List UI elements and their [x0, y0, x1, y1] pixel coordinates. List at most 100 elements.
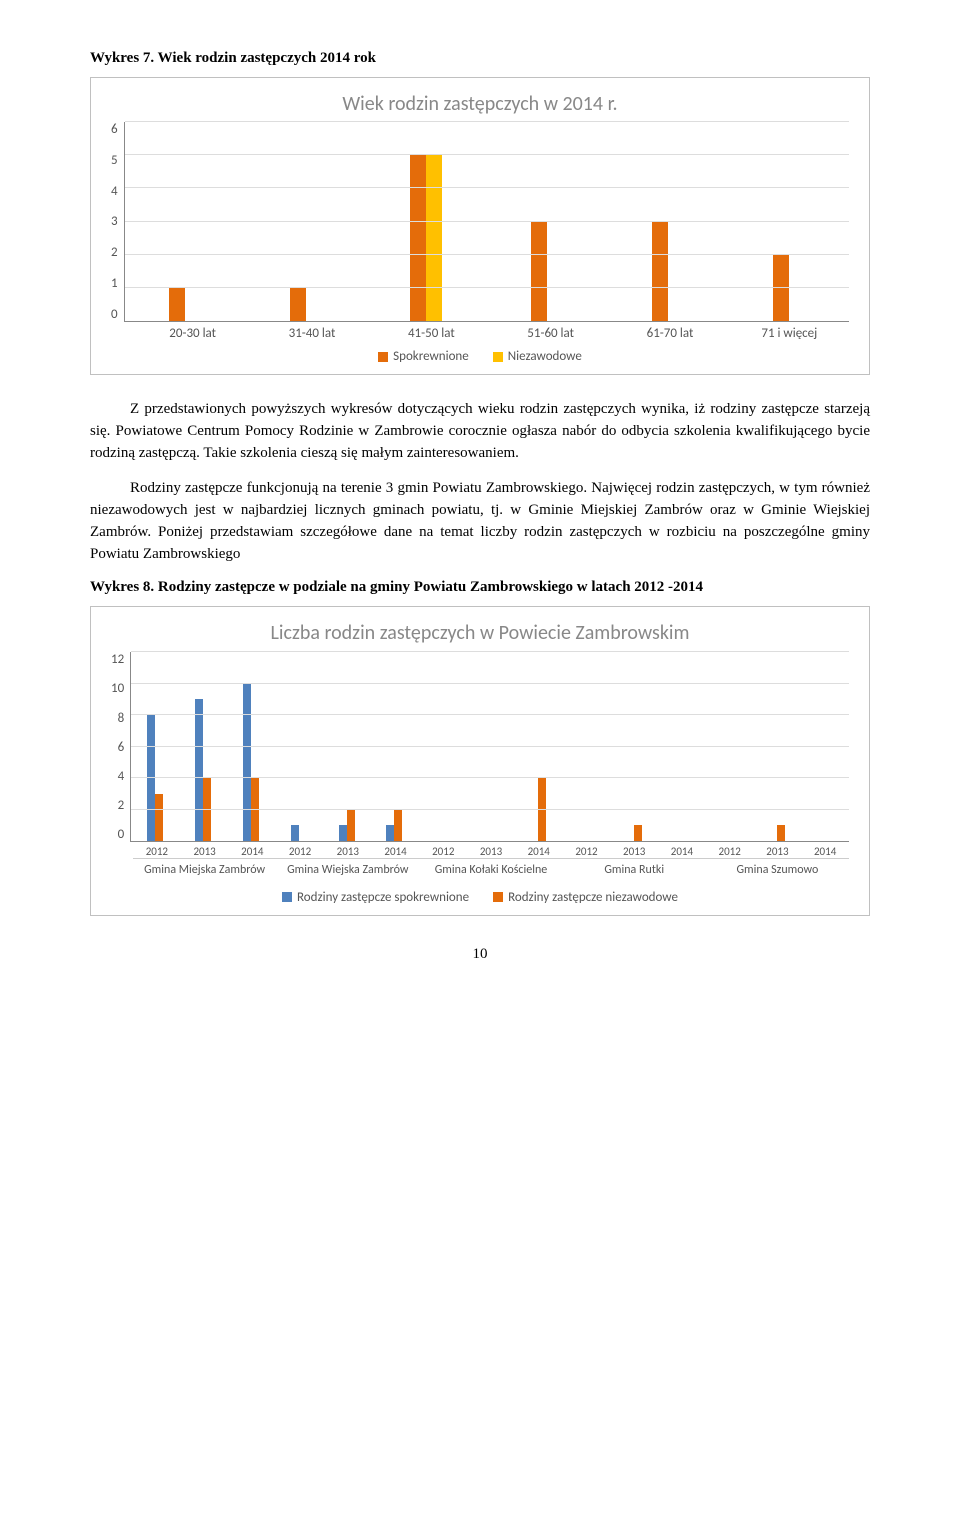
chart-1-bar-group — [608, 122, 729, 321]
chart-1-gridline — [125, 221, 849, 222]
chart-2-bar-group — [275, 652, 323, 841]
chart-2-year-label: 2014 — [228, 842, 276, 858]
chart-2-bar-group — [179, 652, 227, 841]
chart-1-container: Wiek rodzin zastępczych w 2014 r. 654321… — [90, 77, 870, 375]
chart-1-bar — [652, 221, 668, 321]
chart-2-bar-group — [466, 652, 514, 841]
chart-2-gmina-label: Gmina Szumowo — [706, 858, 849, 881]
legend-label: Rodziny zastępcze niezawodowe — [508, 890, 678, 905]
chart-2-y-tick: 8 — [118, 711, 125, 726]
chart-1-x-label: 41-50 lat — [372, 322, 491, 341]
chart-1-y-tick: 6 — [111, 122, 118, 137]
chart-1-bar — [290, 288, 306, 321]
chart-1-x-label: 71 i więcej — [730, 322, 849, 341]
chart-2-y-tick: 4 — [118, 769, 125, 784]
chart-1-y-tick: 2 — [111, 245, 118, 260]
chart-1-gridline — [125, 154, 849, 155]
chart-1-legend-item: Spokrewnione — [378, 349, 469, 364]
chart-2-legend-item: Rodziny zastępcze spokrewnione — [282, 890, 469, 905]
chart-2-bar — [386, 825, 394, 841]
chart-2-y-tick: 10 — [111, 681, 124, 696]
chart-2-bar — [634, 825, 642, 841]
chart-2-year-label: 2012 — [133, 842, 181, 858]
chart-2-bar — [155, 794, 163, 842]
chart-2-year-row: 201220132014 — [276, 842, 419, 858]
chart-2-gridline — [131, 714, 849, 715]
chart-2-bar-group — [610, 652, 658, 841]
chart-2-bar — [339, 825, 347, 841]
legend-swatch — [493, 352, 503, 362]
body-paragraph-2: Rodziny zastępcze funkcjonują na terenie… — [90, 478, 870, 565]
chart-2-bar — [347, 810, 355, 842]
chart-2-bar-group — [514, 652, 562, 841]
chart-2-x-group: 201220132014Gmina Wiejska Zambrów — [276, 842, 419, 881]
chart-1-y-tick: 5 — [111, 153, 118, 168]
chart-2-bar-group — [131, 652, 179, 841]
chart-1-bar — [410, 154, 426, 321]
chart-2-year-label: 2014 — [372, 842, 420, 858]
chart-2-year-label: 2012 — [563, 842, 611, 858]
chart-2-bar-group — [562, 652, 610, 841]
chart-2-gridline — [131, 809, 849, 810]
chart-2-gridline — [131, 651, 849, 652]
page-number: 10 — [90, 946, 870, 963]
chart-2-year-label: 2012 — [706, 842, 754, 858]
chart-1-x-label: 31-40 lat — [252, 322, 371, 341]
chart-2-year-label: 2014 — [801, 842, 849, 858]
chart-2-area: 121086420 — [111, 652, 849, 842]
chart-1-bar-group — [366, 122, 487, 321]
chart-1-bar-group — [487, 122, 608, 321]
chart-2-year-label: 2013 — [324, 842, 372, 858]
chart-2-y-tick: 2 — [118, 798, 125, 813]
chart-1-y-tick: 3 — [111, 214, 118, 229]
chart-1-title: Wiek rodzin zastępczych w 2014 r. — [111, 92, 849, 116]
chart-2-x-axis: 201220132014Gmina Miejska Zambrów2012201… — [133, 842, 849, 881]
chart-2-bar — [243, 683, 251, 841]
chart-2-x-group: 201220132014Gmina Miejska Zambrów — [133, 842, 276, 881]
chart-1-gridline — [125, 187, 849, 188]
chart-1-bar-group — [125, 122, 246, 321]
chart-2-year-label: 2013 — [181, 842, 229, 858]
legend-swatch — [378, 352, 388, 362]
chart-2-year-row: 201220132014 — [706, 842, 849, 858]
chart-2-bar-group — [753, 652, 801, 841]
chart-2-year-label: 2012 — [419, 842, 467, 858]
legend-label: Niezawodowe — [508, 349, 582, 364]
chart-2-y-axis: 121086420 — [111, 652, 130, 842]
chart-2-x-group: 201220132014Gmina Kołaki Kościelne — [419, 842, 562, 881]
chart-1-x-label: 51-60 lat — [491, 322, 610, 341]
chart-1-y-tick: 4 — [111, 184, 118, 199]
chart-2-bar — [777, 825, 785, 841]
chart-1-x-label: 20-30 lat — [133, 322, 252, 341]
chart-2-y-tick: 12 — [111, 652, 124, 667]
chart-2-x-group: 201220132014Gmina Rutki — [563, 842, 706, 881]
chart-2-legend: Rodziny zastępcze spokrewnione Rodziny za… — [111, 890, 849, 905]
chart-2-bar-group — [418, 652, 466, 841]
chart-2-bar-group — [370, 652, 418, 841]
chart-1-gridline — [125, 254, 849, 255]
chart-1-bar — [426, 154, 442, 321]
chart-2-container: Liczba rodzin zastępczych w Powiecie Zam… — [90, 606, 870, 915]
chart-2-year-label: 2012 — [276, 842, 324, 858]
chart-1-gridline — [125, 287, 849, 288]
chart-2-year-row: 201220132014 — [419, 842, 562, 858]
chart-2-bar-group — [801, 652, 849, 841]
chart-2-bar — [195, 699, 203, 842]
chart-2-bar — [291, 825, 299, 841]
chart-2-bar-group — [706, 652, 754, 841]
chart-2-gmina-label: Gmina Wiejska Zambrów — [276, 858, 419, 881]
chart-2-bars — [131, 652, 849, 841]
chart-1-bars — [125, 122, 849, 321]
chart-2-plot — [130, 652, 849, 842]
chart-2-bar-group — [227, 652, 275, 841]
chart-2-bar-group — [323, 652, 371, 841]
chart-2-gridline — [131, 683, 849, 684]
chart-1-bar — [531, 221, 547, 321]
chart-1-legend: Spokrewnione Niezawodowe — [111, 349, 849, 364]
chart-2-bar-group — [658, 652, 706, 841]
chart-2-year-label: 2014 — [658, 842, 706, 858]
legend-swatch — [493, 892, 503, 902]
legend-swatch — [282, 892, 292, 902]
chart-1-y-tick: 0 — [111, 307, 118, 322]
chart-2-year-label: 2013 — [754, 842, 802, 858]
